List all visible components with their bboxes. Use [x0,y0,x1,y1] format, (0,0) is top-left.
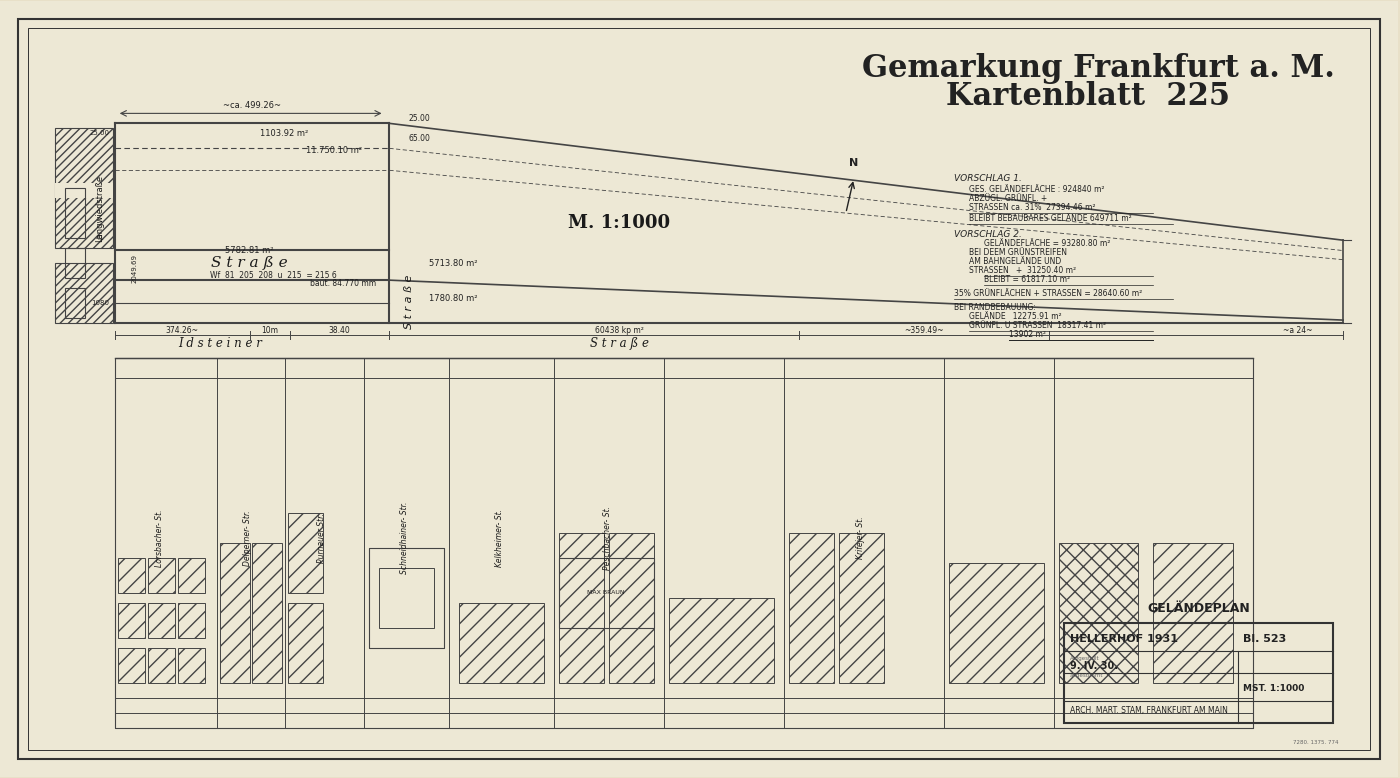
Text: 7280. 1375. 774: 7280. 1375. 774 [1292,740,1338,745]
Bar [148,558,175,593]
Bar [252,543,281,682]
Text: 374.26~: 374.26~ [165,325,199,335]
Text: abgestimmt: abgestimmt [1070,673,1103,678]
Bar [1058,543,1138,682]
Text: N: N [850,158,858,168]
Text: M. 1:1000: M. 1:1000 [568,214,671,232]
Bar [1064,622,1333,723]
Bar [459,603,545,682]
Text: Aufgestellt: Aufgestellt [1070,656,1099,661]
Bar [839,533,883,682]
Text: 65.00: 65.00 [409,134,430,143]
Bar [148,603,175,638]
Bar [64,248,85,279]
Bar [370,548,444,647]
Text: GES. GELÄNDEFLÄCHE : 924840 m²: GES. GELÄNDEFLÄCHE : 924840 m² [969,185,1105,194]
Text: Kelkheimer- St.: Kelkheimer- St. [494,509,504,567]
Text: 25.00: 25.00 [409,114,430,123]
Text: ARCH. MART. STAM, FRANKFURT AM MAIN: ARCH. MART. STAM, FRANKFURT AM MAIN [1070,706,1228,715]
Text: MAX BRAUN: MAX BRAUN [588,591,624,595]
Bar [118,603,144,638]
Text: 9. IV. 30.: 9. IV. 30. [1070,661,1117,671]
Text: VORSCHLAG 1.: VORSCHLAG 1. [953,173,1022,183]
Bar [115,358,1253,727]
Bar [178,558,204,593]
Bar [118,558,144,593]
Text: ABZÜGL. GRÜNFL. +: ABZÜGL. GRÜNFL. + [969,194,1047,203]
Text: GELÄNDE   12275.91 m²: GELÄNDE 12275.91 m² [969,312,1061,321]
Text: S t r a ß e: S t r a ß e [405,275,414,329]
Bar [379,568,434,628]
Text: baut. 84.770 mm: baut. 84.770 mm [309,279,375,288]
Bar [55,184,113,198]
Text: BEI RANDBEBAUUNG:: BEI RANDBEBAUUNG: [953,303,1036,312]
Text: 1103.92 m²: 1103.92 m² [260,129,309,138]
Text: ~ca. 499.26~: ~ca. 499.26~ [223,101,280,110]
Bar [64,188,85,238]
Text: Kartenblatt  225: Kartenblatt 225 [946,81,1231,112]
Text: 38.40: 38.40 [329,325,350,335]
Text: BLEIBT BEBAUBARES GELÄNDE 649711 m²: BLEIBT BEBAUBARES GELÄNDE 649711 m² [969,214,1131,223]
Text: S t r a ß e: S t r a ß e [589,337,648,349]
Bar [949,562,1043,682]
Bar [790,533,834,682]
Bar [1154,543,1233,682]
Bar [559,533,605,682]
Text: 5782.81 m²: 5782.81 m² [225,246,274,254]
Text: 5713.80 m²: 5713.80 m² [430,258,477,268]
Text: 11.750.10 m²: 11.750.10 m² [307,145,363,155]
Text: Bl. 523: Bl. 523 [1243,633,1287,643]
Text: 35% GRÜNFLÄCHEN + STRASSEN = 28640.60 m²: 35% GRÜNFLÄCHEN + STRASSEN = 28640.60 m² [953,289,1142,298]
Text: Gemarkung Frankfurt a. M.: Gemarkung Frankfurt a. M. [862,53,1336,84]
Text: S t r a ß e: S t r a ß e [211,256,288,270]
Text: BEI DEEM GRÜNSTREIFEN: BEI DEEM GRÜNSTREIFEN [969,247,1067,257]
Text: MST. 1:1000: MST. 1:1000 [1243,684,1305,693]
Bar [609,533,654,682]
Text: GELÄNDEFLÄCHE = 93280.80 m²: GELÄNDEFLÄCHE = 93280.80 m² [984,239,1110,247]
Bar [148,647,175,682]
Text: Lorsbacher- St.: Lorsbacher- St. [155,509,164,566]
Bar [370,548,444,647]
Bar [55,128,113,248]
Text: STRASSEN ca. 31%  27394.46 m²: STRASSEN ca. 31% 27394.46 m² [969,203,1095,212]
Text: 1080: 1080 [91,300,109,306]
Text: AM BAHNGELÄNDE UND: AM BAHNGELÄNDE UND [969,257,1061,265]
Text: 13902 m²: 13902 m² [1008,330,1046,338]
Text: GRÜNFL. U STRASSEN  18317.41 m²: GRÜNFL. U STRASSEN 18317.41 m² [969,321,1106,330]
Text: ~359.49~: ~359.49~ [904,325,944,335]
Bar [559,558,654,628]
Bar [287,603,322,682]
Text: VORSCHLAG 2.: VORSCHLAG 2. [953,230,1022,239]
Bar [178,603,204,638]
Bar [55,263,113,323]
Text: 2049.69: 2049.69 [132,254,137,282]
Text: GELÄNDEPLAN: GELÄNDEPLAN [1147,601,1250,615]
Bar [118,647,144,682]
Text: 25.00: 25.00 [90,131,109,136]
Text: Wf  81  205  208  u  215  = 215 6: Wf 81 205 208 u 215 = 215 6 [210,271,336,279]
Text: 60438 kp m²: 60438 kp m² [595,325,644,335]
Text: 10m: 10m [262,325,279,335]
Text: STRASSEN   +  31250.40 m²: STRASSEN + 31250.40 m² [969,265,1075,275]
Text: 41: 41 [95,235,104,241]
Text: 1780.80 m²: 1780.80 m² [430,293,477,303]
Text: HELLERHOF 1931: HELLERHOF 1931 [1070,633,1177,643]
Text: Delperner- Str.: Delperner- Str. [244,510,252,566]
Text: Langwiedstraße: Langwiedstraße [95,175,105,242]
Text: BLEIBT = 61817.10 m²: BLEIBT = 61817.10 m² [984,275,1070,284]
Bar [178,647,204,682]
Text: Schneidhainer- Str.: Schneidhainer- Str. [400,502,409,574]
Bar [669,598,774,682]
Text: Peschbacher- St.: Peschbacher- St. [602,506,612,569]
Text: ~a 24~: ~a 24~ [1284,325,1313,335]
Bar [287,513,322,593]
Bar [64,288,85,318]
Text: Purnauer Str.: Purnauer Str. [316,513,326,562]
Text: I d s t e i n e r: I d s t e i n e r [178,337,262,349]
Text: Krifejer- St.: Krifejer- St. [857,517,865,559]
Bar [220,543,249,682]
